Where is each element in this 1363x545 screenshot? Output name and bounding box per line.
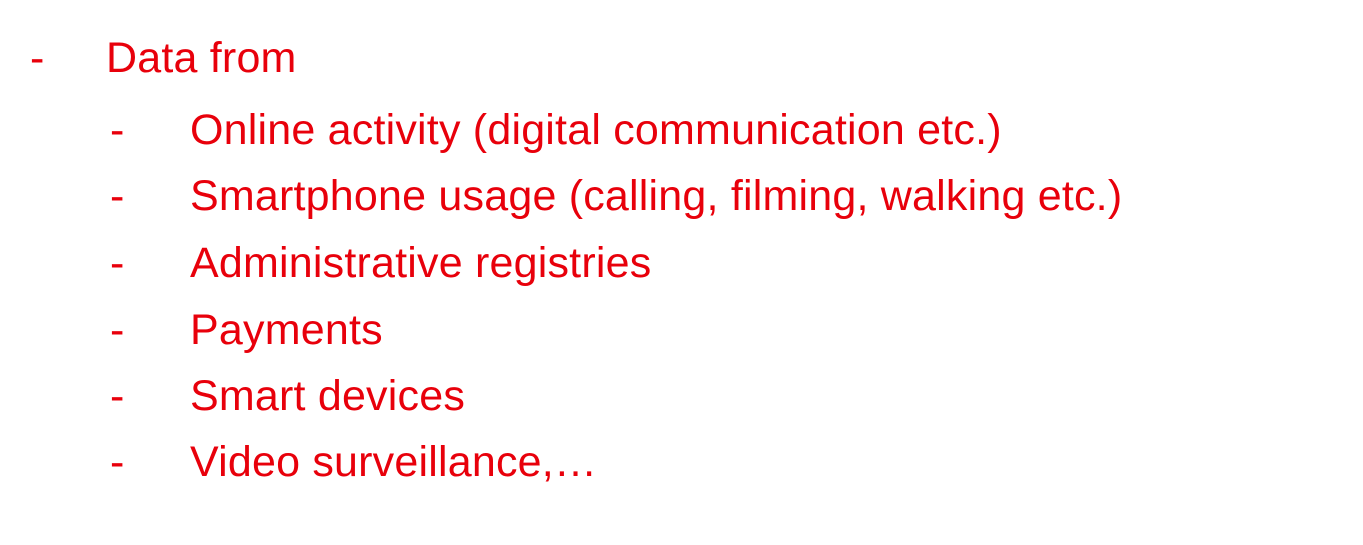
sub-bullet-payments: - Payments [110, 309, 383, 352]
bullet-dash: - [110, 372, 125, 420]
sub-bullet-administrative-registries: - Administrative registries [110, 242, 651, 285]
bullet-text: Data from [106, 34, 297, 82]
bullet-text: Smartphone usage (calling, filming, walk… [190, 172, 1123, 220]
bullet-text: Payments [190, 306, 383, 354]
sub-bullet-video-surveillance: - Video surveillance,… [110, 441, 597, 484]
sub-bullet-smart-devices: - Smart devices [110, 375, 465, 418]
bullet-text: Video surveillance,… [190, 438, 598, 486]
bullet-dash: - [110, 239, 125, 287]
sub-bullet-online-activity: - Online activity (digital communication… [110, 109, 1002, 152]
bullet-dash: - [30, 34, 45, 82]
sub-bullet-smartphone-usage: - Smartphone usage (calling, filming, wa… [110, 175, 1122, 218]
bullet-dash: - [110, 172, 125, 220]
bullet-dash: - [110, 106, 125, 154]
bullet-dash: - [110, 438, 125, 486]
bullet-text: Smart devices [190, 372, 466, 420]
bullet-data-from: - Data from [30, 37, 297, 80]
bullet-text: Online activity (digital communication e… [190, 106, 1002, 154]
bullet-dash: - [110, 306, 125, 354]
bullet-text: Administrative registries [190, 239, 652, 287]
